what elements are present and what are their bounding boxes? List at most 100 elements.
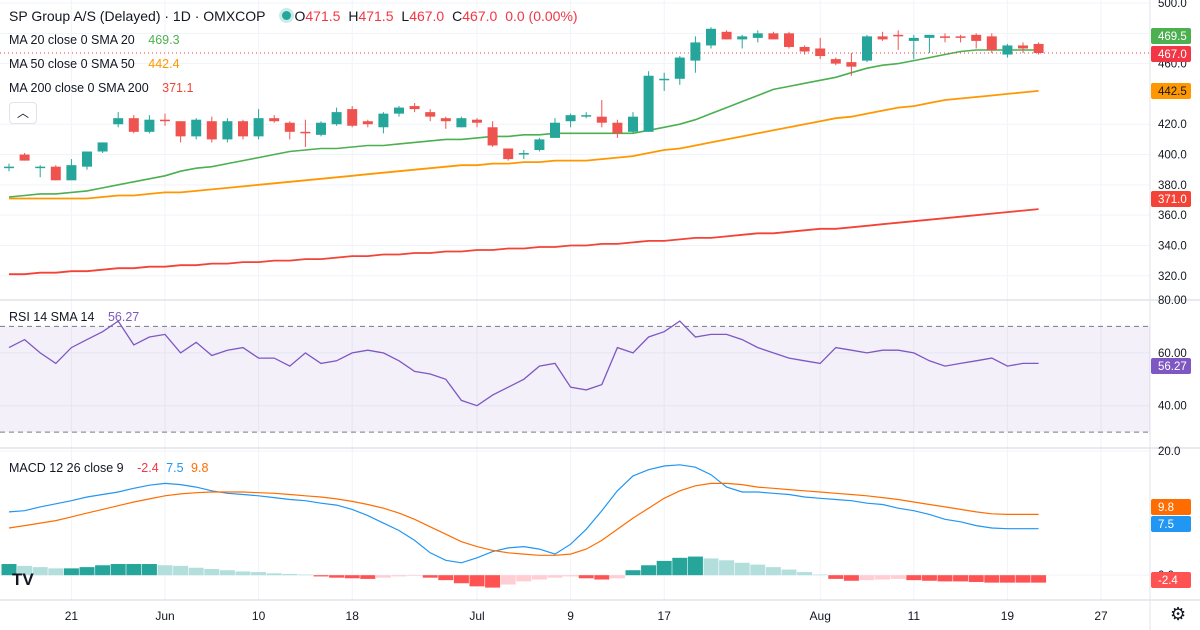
macd-histogram-bar [48,568,64,576]
rsi-line [8,320,1039,407]
macd-histogram-bar [1031,575,1047,583]
macd-histogram-bar [313,575,329,577]
ohlc-high: 471.5 [358,8,394,24]
candle [300,119,311,147]
macd-histogram-bar [953,575,969,582]
candle [596,100,607,128]
legend-ma200[interactable]: MA 200 close 0 SMA 200 371.1 [9,81,197,95]
macd-signal-value: 9.8 [191,461,209,475]
candle-body [643,75,654,132]
candle-body [581,115,592,117]
candle [612,119,623,138]
candle-body [144,119,155,132]
macd-histogram-bar [251,572,267,576]
candle [706,27,716,49]
macd-histogram-bar [110,564,126,576]
macd-histogram-bar [375,575,391,578]
time-tick-label: 17 [658,609,672,623]
candle-body [487,127,498,146]
macd-line [8,464,1039,564]
time-tick-label: 10 [252,609,266,623]
rsi-badge-text: 56.27 [1158,361,1187,373]
candle [534,137,545,152]
ma50-price-badge-bg [1151,83,1191,99]
ma20-price-badge: 469.5 [1151,28,1191,44]
macd-histogram-bar [157,565,173,576]
macd-signal-badge-bg [1151,499,1191,515]
legend-rsi[interactable]: RSI 14 SMA 14 56.27 [9,310,143,324]
macd-histogram-bar [578,575,594,579]
legend-macd[interactable]: MACD 12 26 close 9 -2.4 7.5 9.8 [9,461,212,475]
candle [674,56,685,85]
candle-body [877,36,888,40]
ohlc-close: 467.0 [462,8,498,24]
candle [4,163,14,172]
candle-body [175,121,186,137]
candle [472,118,482,128]
legend-ma20[interactable]: MA 20 close 0 SMA 20 469.3 [9,33,184,47]
ohlc-open: 471.5 [305,8,341,24]
candle-body [940,36,950,38]
candle [35,165,46,178]
macd-histogram-bar [188,567,204,576]
ma200-line [9,208,1039,276]
candle-body [659,78,670,81]
candle-body [830,59,841,64]
chevron-up-icon: ︿ [16,106,29,120]
gear-icon[interactable]: ⚙ [1170,604,1187,624]
candle [643,71,654,132]
time-tick-label: 27 [1094,609,1108,623]
price-tick-label: 320.0 [1158,271,1187,283]
candle [222,118,233,143]
candle-body [409,106,420,110]
candle-body [284,122,295,132]
candle [924,34,935,54]
candle-body [472,119,482,123]
candle-body [128,118,139,132]
candle [768,31,779,40]
candle-body [908,37,919,41]
macd-histogram-bar [890,575,906,579]
last-price-badge: 467.0 [1151,46,1191,62]
macd-histogram-bar [999,575,1015,583]
candle-body [690,42,701,61]
macd-signal-badge-text: 9.8 [1158,502,1174,514]
collapse-legend-button[interactable]: ︿ [9,102,37,124]
candle-body [160,119,170,122]
rsi-tick-label: 60.00 [1158,348,1187,360]
tradingview-logo[interactable]: TV [12,570,34,589]
candle [175,121,186,143]
market-status-icon [281,11,291,20]
ma200-value: 371.1 [162,81,194,95]
candle [581,112,592,119]
candle-body [97,142,108,152]
time-tick-label: Aug [810,609,831,623]
candle [752,30,763,43]
candle-body [206,121,217,140]
price-tick-label: 360.0 [1158,210,1187,222]
macd-label: MACD 12 26 close 9 [9,461,124,475]
macd-histogram-bar [765,567,781,576]
last-price-badge-bg [1151,46,1191,62]
candle-body [191,119,202,137]
symbol-title: SP Group A/S (Delayed) · 1D · OMXCOP [9,8,266,24]
candle-body [113,118,124,125]
candle [1018,42,1028,54]
candle-body [628,116,638,132]
candle-body [565,115,576,122]
candle [862,34,872,63]
macd-histogram-bar [1015,575,1031,583]
macd-histogram-bar [282,573,298,576]
macd-hist-badge-bg [1151,572,1191,588]
legend-ma50[interactable]: MA 50 close 0 SMA 50 442.4 [9,57,184,71]
ohlc-open-label: O [294,8,306,24]
candle [316,121,326,137]
candle-body [955,36,966,38]
macd-histogram-bar [422,575,438,578]
candle-body [986,36,997,50]
candle-body [737,36,748,40]
macd-histogram-bar [921,575,937,581]
candle [518,150,529,160]
macd-histogram-bar [672,557,688,576]
